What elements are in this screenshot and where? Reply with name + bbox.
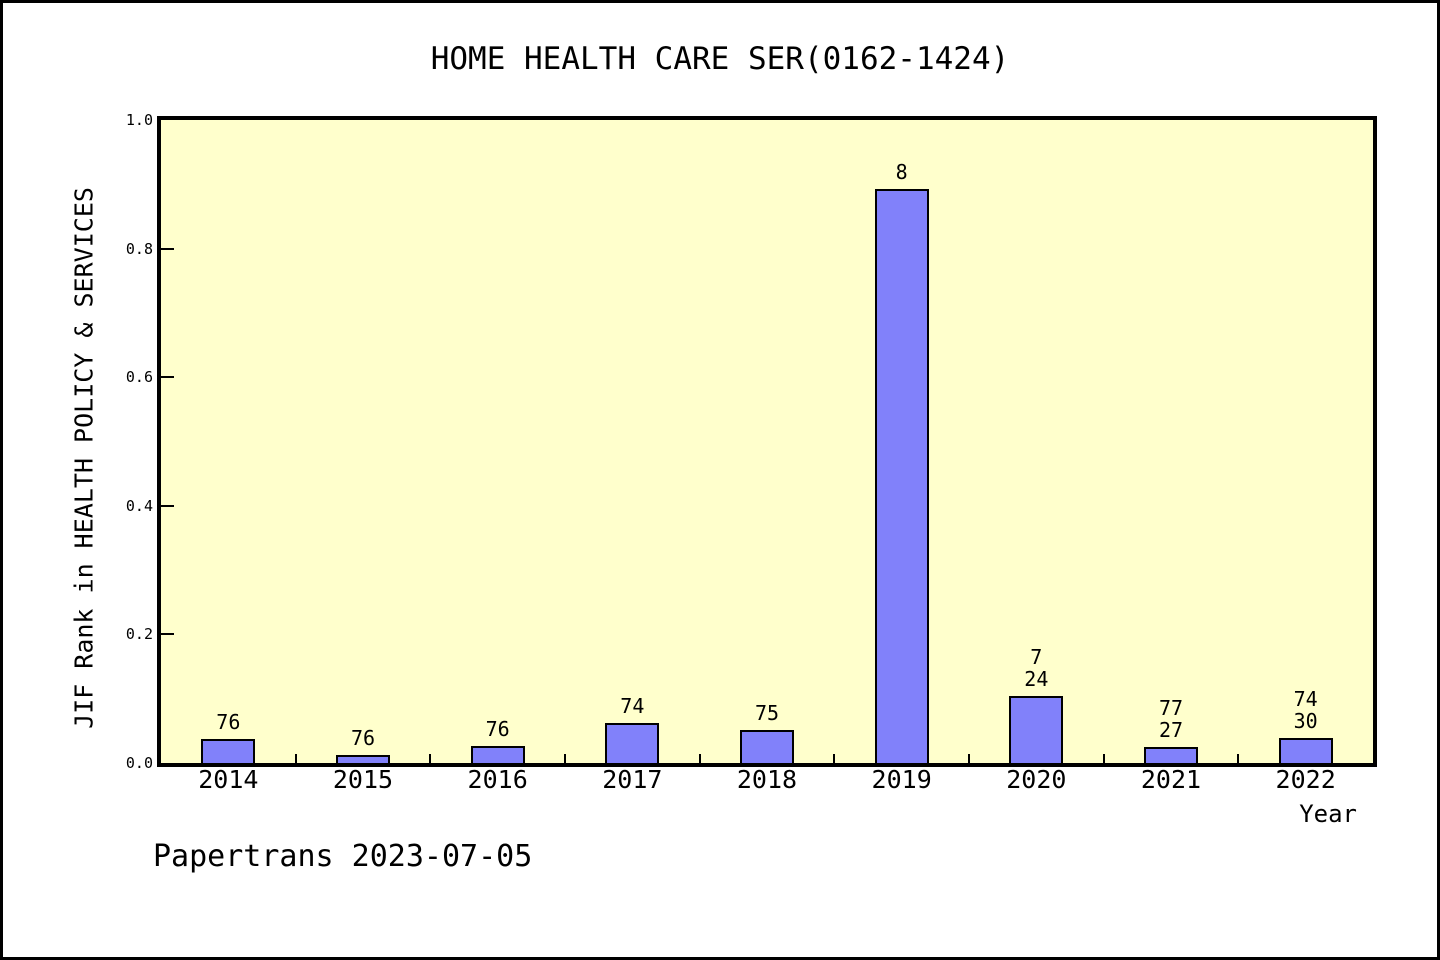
y-axis-label: JIF Rank in HEALTH POLICY & SERVICES: [69, 187, 99, 729]
x-tick-label: 2014: [198, 765, 259, 794]
x-minor-tick: [1237, 754, 1240, 763]
x-minor-tick: [833, 754, 836, 763]
x-tick-label: 2017: [602, 765, 663, 794]
bar-value-label: 77 27: [1158, 696, 1184, 742]
x-minor-tick: [698, 754, 701, 763]
bar-2022: [1278, 738, 1333, 763]
y-tick-label: 0.2: [125, 625, 153, 644]
bar-2021: [1144, 747, 1198, 763]
y-tick-label: 0.4: [125, 496, 153, 515]
x-minor-tick: [429, 754, 432, 763]
bar-2016: [470, 746, 525, 763]
x-minor-tick: [1102, 754, 1105, 763]
bar-2014: [201, 739, 256, 763]
x-tick-label: 2019: [871, 765, 932, 794]
bar-2015: [336, 755, 390, 763]
x-axis-label: Year: [1299, 800, 1357, 828]
bar-value-label: 8: [895, 160, 908, 184]
x-tick-label: 2021: [1140, 765, 1202, 794]
plot-area: 76 76 76 74 75 8 7 24 77 27 74 30: [157, 116, 1377, 767]
y-tick: [161, 504, 174, 507]
bar-value-label: 7 24: [1024, 645, 1049, 691]
x-tick-label: 2016: [467, 765, 528, 794]
bar-2018: [740, 730, 794, 763]
x-minor-tick: [294, 754, 297, 763]
y-tick-label: 0.6: [125, 368, 153, 387]
y-tick: [161, 376, 174, 379]
x-tick-label: 2015: [332, 765, 394, 794]
chart-title: HOME HEALTH CARE SER(0162-1424): [430, 41, 1010, 77]
bar-value-label: 76: [485, 717, 510, 741]
bar-value-label: 76: [216, 710, 241, 734]
x-tick-label: 2018: [736, 765, 798, 794]
x-minor-tick: [968, 754, 970, 763]
x-tick-label: 2020: [1006, 765, 1067, 794]
y-tick: [161, 633, 174, 636]
watermark-text: Papertrans 2023-07-05: [153, 839, 533, 874]
y-tick: [161, 247, 174, 250]
x-tick-label: 2022: [1275, 765, 1336, 794]
bar-value-label: 74: [620, 694, 645, 718]
x-minor-tick: [564, 754, 566, 763]
bar-2020: [1009, 696, 1064, 763]
bar-2019: [874, 189, 929, 763]
y-tick-label: 1.0: [125, 111, 153, 129]
bar-value-label: 74 30: [1293, 687, 1318, 733]
bar-value-label: 76: [350, 726, 376, 750]
y-tick-label: 0.8: [125, 239, 153, 258]
bar-value-label: 75: [754, 701, 780, 725]
y-tick-label: 0.0: [125, 754, 153, 772]
bar-2017: [605, 723, 660, 763]
